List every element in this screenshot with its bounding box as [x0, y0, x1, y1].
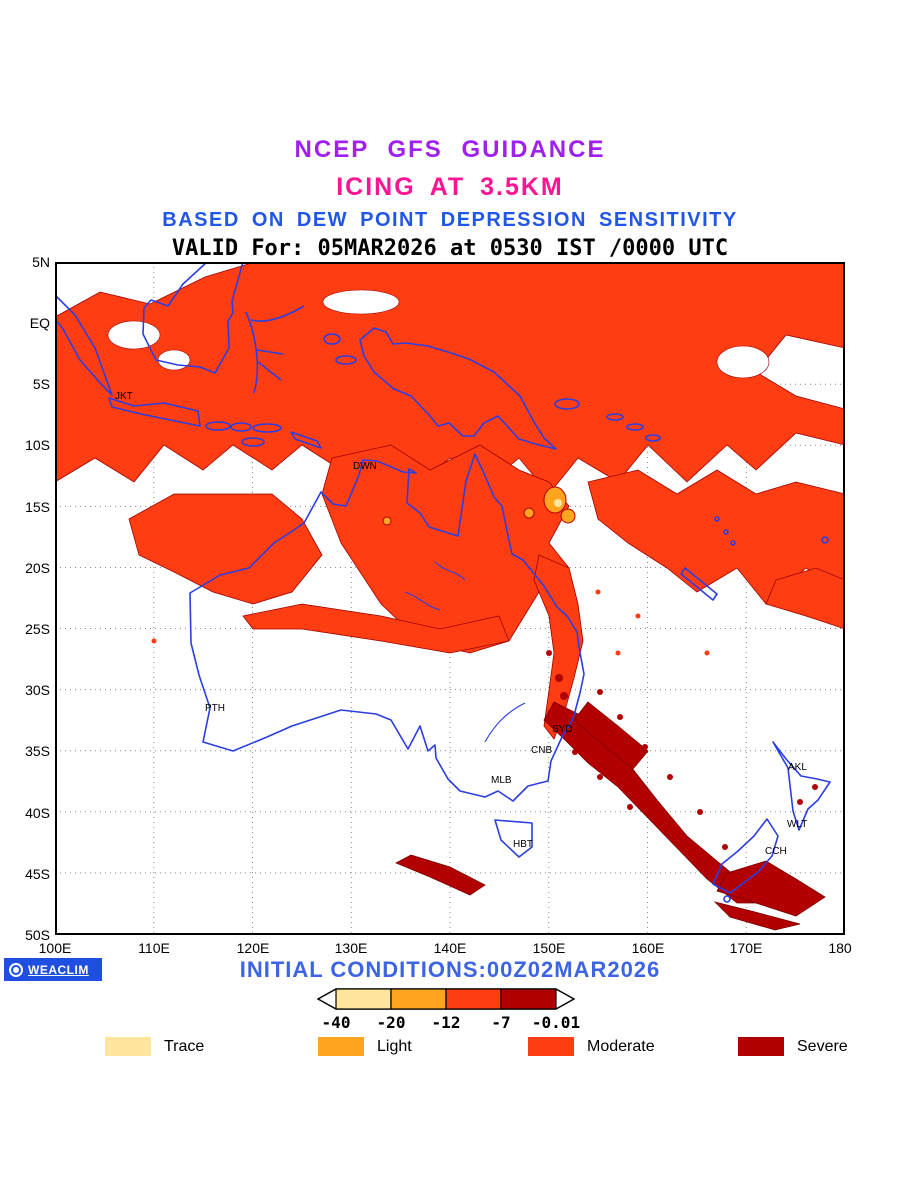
severe-icing-region: [395, 701, 826, 931]
colorbar-tick: -40: [322, 1013, 351, 1032]
legend-label: Trace: [164, 1037, 205, 1055]
colorbar: -40 -20 -12 -7 -0.01: [316, 988, 580, 1032]
trace-icing-patch: [554, 499, 562, 507]
lat-tick: 15S: [25, 499, 50, 515]
icing-map: JKT DWN PTH MLB HBT SYD CNB AKL WLT CCH: [55, 262, 845, 935]
lon-tick: 110E: [138, 940, 170, 956]
lon-tick: 100E: [38, 940, 72, 956]
lat-tick: 20S: [25, 560, 50, 576]
severe-specks: [546, 650, 818, 875]
city-label: DWN: [353, 461, 377, 472]
lat-tick: EQ: [29, 315, 50, 331]
colorbar-light-cell: [390, 988, 447, 1010]
colorbar-severe-cell: [500, 988, 557, 1010]
title-model: NCEP GFS GUIDANCE: [294, 136, 606, 163]
city-label: MLB: [491, 775, 512, 786]
city-label: CNB: [531, 745, 552, 756]
city-label: HBT: [513, 839, 533, 850]
light-swatch: [318, 1037, 364, 1056]
lon-tick: 160E: [631, 940, 665, 956]
moderate-specks: [151, 589, 710, 656]
initial-conditions-text: INITIAL CONDITIONS:00Z02MAR2026: [239, 957, 661, 982]
lat-tick: 25S: [25, 621, 50, 637]
lat-tick: 35S: [25, 743, 50, 759]
legend-label: Light: [377, 1037, 412, 1055]
severe-swatch: [738, 1037, 784, 1056]
colorbar-tick: -0.01: [532, 1013, 580, 1032]
city-label: CCH: [765, 846, 787, 857]
legend-item-trace: Trace: [105, 1037, 204, 1056]
lon-tick: 120E: [236, 940, 270, 956]
legend-item-light: Light: [318, 1037, 412, 1056]
city-label: WLT: [787, 819, 807, 830]
lat-tick: 50S: [25, 927, 50, 943]
lat-tick: 30S: [25, 682, 50, 698]
colorbar-moderate-cell: [445, 988, 502, 1010]
legend-item-severe: Severe: [738, 1037, 848, 1056]
coastlines: [55, 262, 831, 903]
weaclim-logo-text: WEACLIM: [28, 962, 89, 977]
lon-tick: 150E: [532, 940, 566, 956]
city-label: PTH: [205, 703, 225, 714]
lat-tick: 5N: [32, 254, 50, 270]
colorbar-tick: -12: [432, 1013, 461, 1032]
lon-tick: 140E: [433, 940, 467, 956]
legend-label: Severe: [797, 1037, 848, 1055]
lon-tick: 130E: [334, 940, 368, 956]
legend-item-moderate: Moderate: [528, 1037, 655, 1056]
title-product: ICING AT 3.5KM: [336, 173, 564, 201]
colorbar-tick: -20: [377, 1013, 406, 1032]
trace-swatch: [105, 1037, 151, 1056]
lat-tick: 10S: [25, 437, 50, 453]
lon-tick: 180: [828, 940, 852, 956]
weaclim-logo-icon: [9, 962, 23, 977]
lon-tick: 170E: [729, 940, 763, 956]
city-label: JKT: [115, 391, 133, 402]
colorbar-trace-cell: [335, 988, 392, 1010]
lat-tick: 45S: [25, 866, 50, 882]
chart-header: NCEP GFS GUIDANCE ICING AT 3.5KM BASED O…: [0, 136, 900, 261]
title-method: BASED ON DEW POINT DEPRESSION SENSITIVIT…: [162, 209, 738, 231]
legend-label: Moderate: [587, 1037, 655, 1055]
lat-tick: 40S: [25, 805, 50, 821]
city-label: SYD: [552, 724, 573, 735]
weaclim-logo: WEACLIM: [4, 958, 102, 981]
city-labels: JKT DWN PTH MLB HBT SYD CNB AKL WLT CCH: [115, 391, 807, 857]
title-valid-time: VALID For: 05MAR2026 at 0530 IST /0000 U…: [171, 236, 729, 261]
colorbar-tick: -7: [491, 1013, 510, 1032]
lat-tick: 5S: [32, 376, 50, 392]
map-frame: [55, 262, 845, 935]
light-icing-patches: [382, 486, 576, 526]
moderate-swatch: [528, 1037, 574, 1056]
city-label: AKL: [788, 762, 807, 773]
